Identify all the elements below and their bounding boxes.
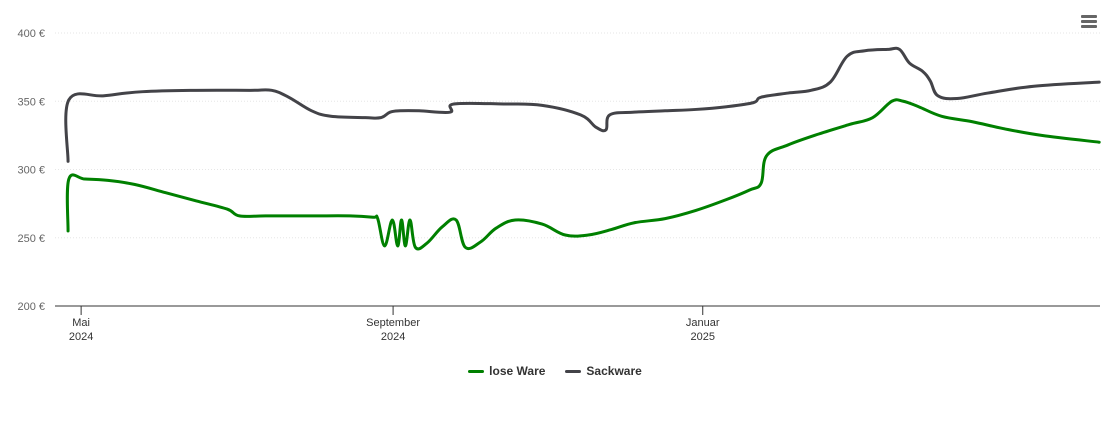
x-tick-label: Januar: [686, 317, 720, 329]
legend-label-lose-ware: lose Ware: [489, 364, 546, 378]
chart-menu-icon[interactable]: [1076, 10, 1102, 34]
x-tick-label: Mai: [72, 317, 90, 329]
series-line-lose-ware[interactable]: [65, 98, 1101, 251]
y-tick-label: 350 €: [17, 96, 45, 108]
legend-swatch-lose-ware: [468, 369, 485, 373]
x-tick-label: September: [366, 317, 420, 329]
series-lines: [64, 46, 1101, 251]
legend-item-sackware[interactable]: Sackware: [565, 364, 642, 378]
x-tick-year-label: 2024: [69, 331, 93, 343]
legend-item-lose-ware[interactable]: lose Ware: [468, 364, 545, 378]
x-tick-year-label: 2024: [381, 331, 405, 343]
grid-lines: [55, 32, 1100, 239]
y-tick-label: 250 €: [17, 233, 45, 245]
y-tick-label: 200 €: [17, 301, 45, 313]
y-tick-label: 400 €: [17, 28, 45, 40]
legend-label-sackware: Sackware: [586, 364, 642, 378]
legend-swatch-sackware: [565, 369, 582, 373]
legend: lose Ware Sackware: [0, 364, 1110, 378]
y-tick-label: 300 €: [17, 165, 45, 177]
x-tick-year-label: 2025: [691, 331, 715, 343]
series-line-sackware[interactable]: [64, 46, 1101, 163]
y-axis: 200 € 250 € 300 € 350 € 400 €: [17, 28, 45, 313]
x-axis: Mai 2024 September 2024 Januar 2025: [55, 305, 1100, 343]
